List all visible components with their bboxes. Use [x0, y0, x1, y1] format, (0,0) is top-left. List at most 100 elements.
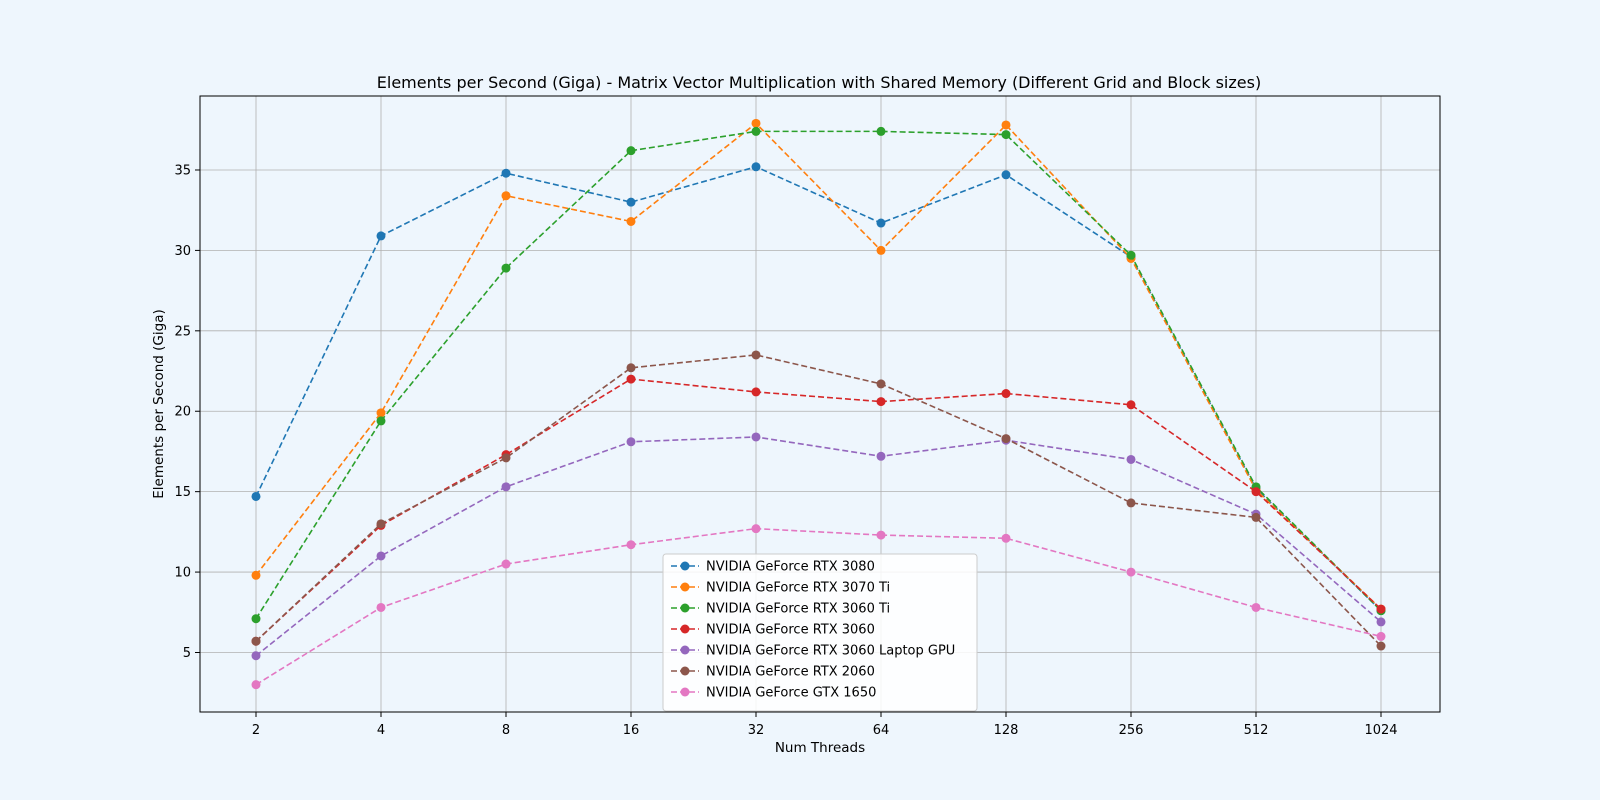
data-point: [376, 551, 386, 561]
data-point: [1376, 617, 1386, 627]
series-line: [255, 122, 1382, 610]
series-line: [255, 130, 1382, 620]
data-point: [626, 540, 636, 550]
data-point: [626, 437, 636, 447]
y-axis-label: Elements per Second (Giga): [151, 309, 167, 499]
legend-label: NVIDIA GeForce RTX 3060 Ti: [706, 602, 890, 617]
data-point: [501, 453, 511, 463]
series-line: [255, 436, 1382, 657]
y-tick-label: 35: [174, 163, 191, 178]
data-point: [626, 363, 636, 373]
legend-marker: [680, 645, 690, 655]
series-line: [255, 165, 1382, 612]
data-point: [251, 491, 261, 501]
data-point: [1251, 512, 1261, 522]
series-1: [251, 162, 1386, 616]
legend-label: NVIDIA GeForce RTX 3070 Ti: [706, 581, 890, 596]
legend-marker: [680, 624, 690, 634]
series-line: [255, 527, 1382, 686]
x-axis-label: Num Threads: [775, 740, 865, 756]
data-point: [376, 602, 386, 612]
series-line: [255, 378, 1382, 642]
data-point: [876, 245, 886, 255]
data-point: [876, 379, 886, 389]
legend: NVIDIA GeForce RTX 3080 NVIDIA GeForce RT…: [662, 553, 978, 712]
legend-label: NVIDIA GeForce RTX 3060: [706, 623, 875, 638]
data-point: [1376, 641, 1386, 651]
legend-marker: [680, 561, 690, 571]
data-point: [251, 651, 261, 661]
data-point: [251, 614, 261, 624]
data-point: [626, 374, 636, 384]
data-point: [1001, 130, 1011, 140]
data-point: [1126, 498, 1136, 508]
chart-title: Elements per Second (Giga) - Matrix Vect…: [377, 73, 1261, 92]
y-tick-label: 15: [174, 485, 191, 500]
data-point: [1126, 400, 1136, 410]
data-point: [876, 530, 886, 540]
legend-label: NVIDIA GeForce RTX 2060: [706, 665, 875, 680]
data-point: [751, 387, 761, 397]
data-point: [1126, 250, 1136, 260]
data-point: [376, 231, 386, 241]
data-point: [751, 126, 761, 136]
legend-label: NVIDIA GeForce GTX 1650: [706, 686, 876, 701]
data-point: [1001, 170, 1011, 180]
legend-label: NVIDIA GeForce RTX 3080: [706, 560, 875, 575]
series-2: [251, 118, 1386, 614]
series-5: [251, 432, 1386, 661]
legend-marker: [680, 687, 690, 697]
data-point: [751, 524, 761, 534]
data-point: [1376, 631, 1386, 641]
x-tick-label: 1024: [1364, 723, 1397, 738]
legend-item: NVIDIA GeForce RTX 3060: [671, 623, 875, 638]
x-tick-label: 4: [377, 723, 385, 738]
data-point: [876, 397, 886, 407]
data-point: [751, 350, 761, 360]
series-3: [251, 126, 1386, 624]
data-point: [1251, 602, 1261, 612]
data-point: [751, 432, 761, 442]
x-tick-label: 8: [502, 723, 510, 738]
data-point: [751, 118, 761, 128]
legend-marker: [680, 666, 690, 676]
legend-item: NVIDIA GeForce RTX 3080: [671, 560, 875, 575]
x-tick-label: 16: [623, 723, 640, 738]
data-point: [1126, 454, 1136, 464]
x-tick-label: 128: [994, 723, 1019, 738]
data-point: [376, 416, 386, 426]
data-point: [1376, 604, 1386, 614]
legend-marker: [680, 582, 690, 592]
legend-item: NVIDIA GeForce RTX 3060 Laptop GPU: [671, 644, 955, 659]
data-point: [251, 636, 261, 646]
y-tick-label: 5: [183, 646, 191, 661]
data-point: [1251, 487, 1261, 497]
data-point: [376, 519, 386, 529]
data-point: [501, 263, 511, 273]
data-point: [501, 191, 511, 201]
legend-marker: [680, 603, 690, 613]
data-point: [501, 168, 511, 178]
data-point: [376, 408, 386, 418]
data-point: [626, 197, 636, 207]
data-point: [751, 162, 761, 172]
x-tick-label: 512: [1244, 723, 1269, 738]
x-tick-label: 64: [873, 723, 890, 738]
y-tick-label: 30: [174, 244, 191, 259]
x-tick-label: 256: [1119, 723, 1144, 738]
data-point: [1001, 389, 1011, 399]
data-point: [876, 126, 886, 136]
data-point: [626, 216, 636, 226]
data-point: [501, 482, 511, 492]
series-7: [251, 524, 1386, 690]
y-tick-label: 10: [174, 566, 191, 581]
series-lines: [251, 118, 1386, 690]
legend-item: NVIDIA GeForce RTX 3060 Ti: [671, 602, 890, 617]
data-point: [251, 570, 261, 580]
data-point: [251, 680, 261, 690]
series-6: [251, 350, 1386, 651]
legend-item: NVIDIA GeForce GTX 1650: [671, 686, 876, 701]
data-point: [1001, 533, 1011, 543]
data-point: [626, 146, 636, 156]
data-point: [876, 451, 886, 461]
